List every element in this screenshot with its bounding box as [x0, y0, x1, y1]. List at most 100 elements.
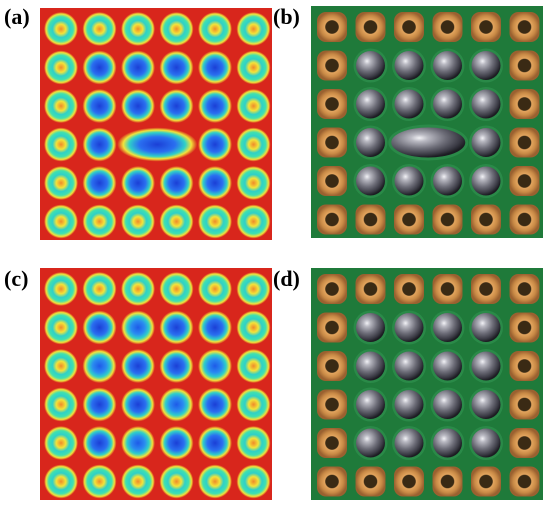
- thermal-map-c: [40, 268, 272, 500]
- ta-spot: [44, 89, 78, 123]
- pb-copper-pad: [317, 12, 347, 42]
- pb-copper-pad: [509, 204, 540, 235]
- pd-copper-pad: [394, 466, 424, 497]
- pd-solder-ball: [471, 428, 501, 458]
- tc-spot: [121, 349, 155, 383]
- thermal-image-a: [40, 8, 272, 240]
- ta-merged-spot: [117, 127, 198, 162]
- tc-spot: [82, 426, 117, 460]
- tc-spot: [198, 310, 232, 345]
- panel-c-label: (c): [4, 266, 29, 291]
- ta-spot: [121, 166, 155, 200]
- tc-spot: [236, 310, 271, 345]
- pd-copper-pad: [509, 312, 540, 343]
- tc-spot: [82, 349, 117, 383]
- pd-copper-pad: [471, 466, 501, 497]
- pb-copper-pad: [317, 204, 347, 235]
- pb-pcb: [311, 6, 543, 238]
- ta-spot: [44, 204, 78, 239]
- pb-solder-ball: [471, 51, 501, 80]
- pb-solder-ball: [356, 128, 385, 157]
- ta-spot: [121, 89, 155, 123]
- pb-copper-pad: [432, 204, 463, 235]
- pb-copper-pad: [509, 89, 540, 119]
- ta-spot: [198, 166, 232, 200]
- tc-spot: [82, 387, 117, 422]
- ta-spot: [236, 204, 271, 239]
- pd-copper-pad: [317, 274, 347, 304]
- pd-copper-pad: [509, 351, 540, 381]
- pd-solder-ball: [471, 313, 501, 342]
- ta-spot: [44, 127, 78, 162]
- pd-copper-pad: [317, 389, 347, 420]
- pb-copper-pad: [355, 204, 386, 235]
- pb-solder-ball: [471, 89, 501, 119]
- ta-spot: [82, 204, 117, 239]
- ta-spot: [82, 166, 117, 200]
- photo-image-b: [311, 6, 543, 238]
- ta-spot: [44, 12, 78, 46]
- ta-spot: [236, 89, 271, 123]
- pd-copper-pad: [394, 274, 424, 304]
- tc-spot: [198, 272, 232, 306]
- ta-spot: [198, 89, 232, 123]
- ta-spot: [44, 166, 78, 200]
- tc-spot: [44, 426, 78, 460]
- tc-spot: [159, 426, 194, 460]
- ta-spot: [159, 50, 194, 85]
- tc-spot: [121, 387, 155, 422]
- tc-spot: [236, 272, 271, 306]
- pd-copper-pad: [317, 312, 347, 343]
- pb-solder-ball: [471, 128, 501, 157]
- pd-copper-pad: [471, 274, 501, 304]
- pd-solder-ball: [356, 428, 385, 458]
- solder-photo-d: [311, 268, 543, 500]
- tc-spot: [236, 349, 271, 383]
- pb-solder-ball: [394, 166, 424, 196]
- pd-copper-pad: [509, 274, 540, 304]
- ta-spot: [236, 12, 271, 46]
- panel-d-label: (d): [273, 266, 300, 291]
- pd-solder-ball: [394, 351, 424, 381]
- pb-copper-pad: [317, 166, 347, 196]
- panel-a-label: (a): [4, 4, 30, 29]
- pd-copper-pad: [509, 466, 540, 497]
- pb-copper-pad: [394, 204, 424, 235]
- tc-spot: [44, 272, 78, 306]
- tc-spot: [198, 426, 232, 460]
- pb-copper-pad: [509, 50, 540, 81]
- tc-spot: [121, 310, 155, 345]
- pb-copper-pad: [317, 50, 347, 81]
- pb-copper-pad: [355, 12, 386, 42]
- ta-spot: [198, 50, 232, 85]
- tc-spot: [236, 464, 271, 499]
- pb-copper-pad: [394, 12, 424, 42]
- tc-spot: [82, 310, 117, 345]
- tc-spot: [44, 310, 78, 345]
- ta-spot: [82, 127, 117, 162]
- tc-spot: [198, 349, 232, 383]
- pd-copper-pad: [355, 466, 386, 497]
- tc-spot: [82, 272, 117, 306]
- ta-spot: [82, 12, 117, 46]
- pb-copper-pad: [509, 127, 540, 158]
- photo-image-d: [311, 268, 543, 500]
- pb-copper-pad: [317, 89, 347, 119]
- pd-solder-ball: [356, 351, 385, 381]
- tc-spot: [44, 464, 78, 499]
- ta-spot: [236, 166, 271, 200]
- ta-spot: [121, 50, 155, 85]
- tc-spot: [121, 464, 155, 499]
- pb-solder-ball: [433, 89, 462, 119]
- tc-spot: [236, 426, 271, 460]
- pb-solder-ball: [394, 51, 424, 80]
- ta-spot: [198, 204, 232, 239]
- tc-spot: [236, 387, 271, 422]
- pd-solder-ball: [394, 390, 424, 419]
- pb-copper-pad: [471, 204, 501, 235]
- pd-copper-pad: [317, 466, 347, 497]
- pd-solder-ball: [356, 313, 385, 342]
- pb-solder-ball: [394, 89, 424, 119]
- ta-spot: [44, 50, 78, 85]
- thermal-image-c: [40, 268, 272, 500]
